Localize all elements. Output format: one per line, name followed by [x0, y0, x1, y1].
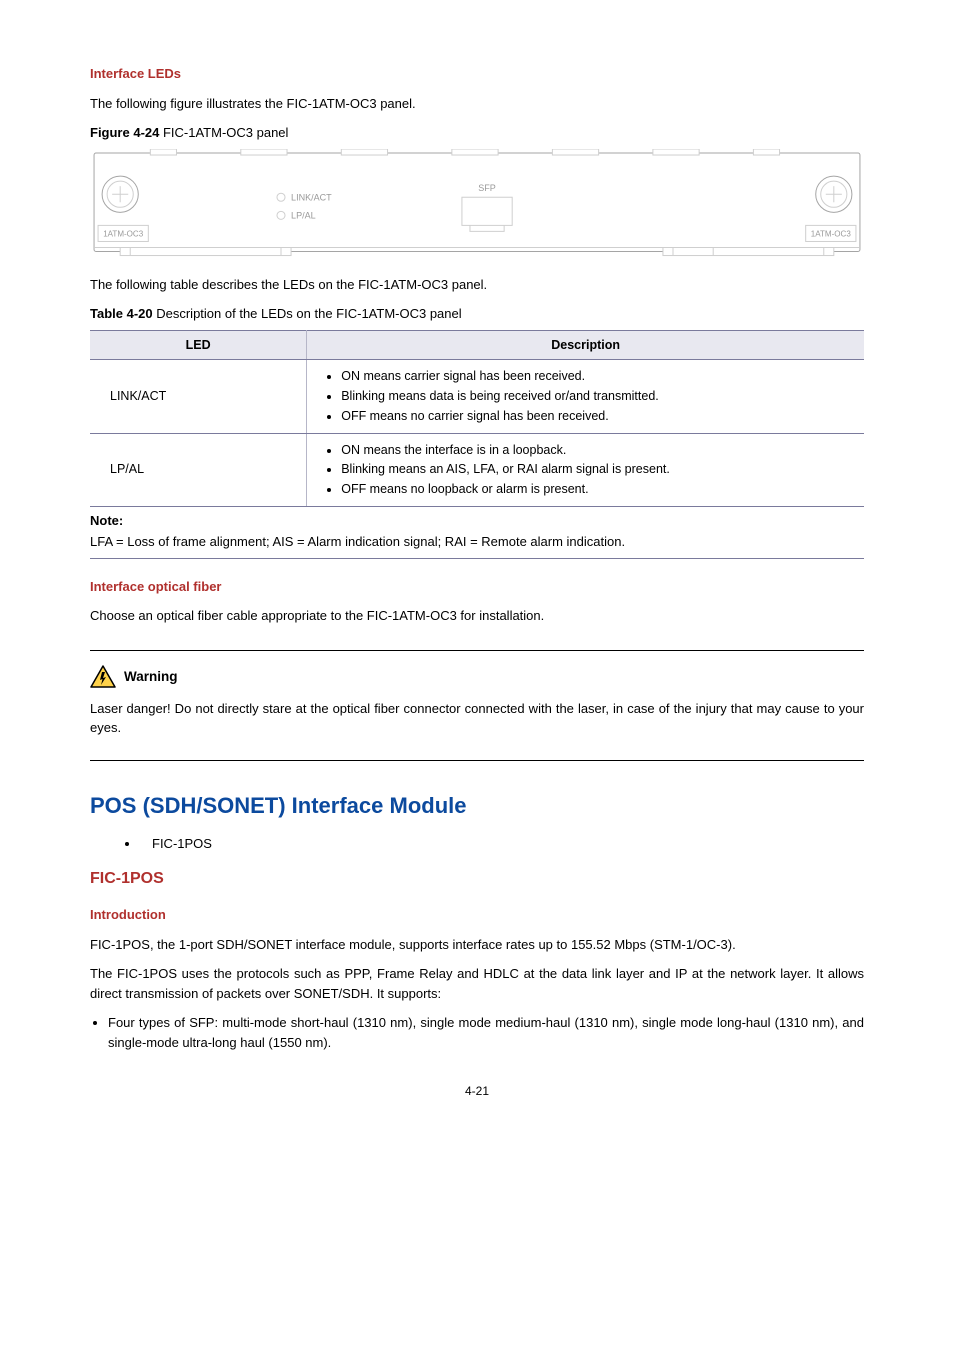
warning-text: Laser danger! Do not directly stare at t…: [90, 699, 864, 738]
panel-diagram: 1ATM-OC3 1ATM-OC3 LINK/ACT LP/AL SFP: [90, 149, 864, 260]
figure-caption: Figure 4-24 FIC-1ATM-OC3 panel: [90, 123, 864, 143]
text-optical: Choose an optical fiber cable appropriat…: [90, 606, 864, 626]
table-title: Description of the LEDs on the FIC-1ATM-…: [153, 306, 462, 321]
warning-row: Warning: [90, 665, 864, 689]
th-desc: Description: [307, 330, 864, 360]
svg-text:LP/AL: LP/AL: [291, 210, 316, 220]
svg-text:1ATM-OC3: 1ATM-OC3: [103, 229, 144, 238]
th-led: LED: [90, 330, 307, 360]
desc-item: ON means carrier signal has been receive…: [341, 367, 844, 386]
figure-number: Figure 4-24: [90, 125, 159, 140]
module-list: FIC-1POS: [126, 834, 864, 854]
table-row: LP/AL ON means the interface is in a loo…: [90, 433, 864, 506]
note-block: Note: LFA = Loss of frame alignment; AIS…: [90, 507, 864, 559]
note-text: LFA = Loss of frame alignment; AIS = Ala…: [90, 532, 864, 552]
desc-item: Blinking means data is being received or…: [341, 387, 844, 406]
text-table-intro: The following table describes the LEDs o…: [90, 275, 864, 295]
text-leds-intro: The following figure illustrates the FIC…: [90, 94, 864, 114]
heading-introduction: Introduction: [90, 905, 864, 925]
warning-label: Warning: [124, 667, 178, 687]
svg-text:LINK/ACT: LINK/ACT: [291, 192, 332, 202]
desc-item: OFF means no carrier signal has been rec…: [341, 407, 844, 426]
cell-desc: ON means the interface is in a loopback.…: [307, 433, 864, 506]
page-number: 4-21: [90, 1082, 864, 1100]
led-table: LED Description LINK/ACT ON means carrie…: [90, 330, 864, 507]
divider: [90, 650, 864, 651]
heading-pos-module: POS (SDH/SONET) Interface Module: [90, 789, 864, 822]
cell-desc: ON means carrier signal has been receive…: [307, 360, 864, 433]
intro-p1: FIC-1POS, the 1-port SDH/SONET interface…: [90, 935, 864, 955]
table-row: LINK/ACT ON means carrier signal has bee…: [90, 360, 864, 433]
heading-optical-fiber: Interface optical fiber: [90, 577, 864, 597]
divider: [90, 760, 864, 761]
sfp-list-item: Four types of SFP: multi-mode short-haul…: [108, 1013, 864, 1052]
sfp-list: Four types of SFP: multi-mode short-haul…: [90, 1013, 864, 1052]
module-list-item: FIC-1POS: [140, 834, 864, 854]
desc-item: Blinking means an AIS, LFA, or RAI alarm…: [341, 460, 844, 479]
cell-led: LINK/ACT: [90, 360, 307, 433]
desc-item: OFF means no loopback or alarm is presen…: [341, 480, 844, 499]
heading-fic-1pos: FIC-1POS: [90, 867, 864, 891]
svg-text:SFP: SFP: [478, 183, 496, 193]
figure-title: FIC-1ATM-OC3 panel: [159, 125, 288, 140]
intro-p2: The FIC-1POS uses the protocols such as …: [90, 964, 864, 1003]
cell-led: LP/AL: [90, 433, 307, 506]
note-label: Note:: [90, 511, 864, 531]
heading-interface-leds: Interface LEDs: [90, 64, 864, 84]
table-caption: Table 4-20 Description of the LEDs on th…: [90, 304, 864, 324]
svg-text:1ATM-OC3: 1ATM-OC3: [811, 229, 852, 238]
warning-icon: [90, 665, 116, 689]
desc-item: ON means the interface is in a loopback.: [341, 441, 844, 460]
table-number: Table 4-20: [90, 306, 153, 321]
